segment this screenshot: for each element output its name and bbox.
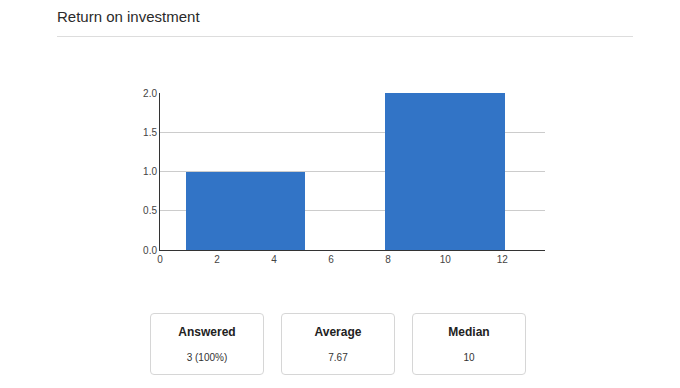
svg-text:0.5: 0.5 bbox=[143, 205, 157, 216]
svg-text:1.0: 1.0 bbox=[143, 166, 157, 177]
svg-text:6: 6 bbox=[328, 254, 334, 265]
html-text:10: 10 bbox=[463, 352, 475, 363]
svg-text:4: 4 bbox=[271, 254, 277, 265]
svg-text:12: 12 bbox=[497, 254, 509, 265]
html-text:3 (100%): 3 (100%) bbox=[186, 352, 228, 363]
html-text:7.67: 7.67 bbox=[328, 352, 348, 363]
svg-text:8: 8 bbox=[385, 254, 391, 265]
svg-text:10: 10 bbox=[440, 254, 452, 265]
svg-text:0.0: 0.0 bbox=[143, 245, 157, 256]
html-text:Median: Median bbox=[448, 325, 490, 339]
svg-text:0: 0 bbox=[157, 254, 163, 265]
svg-text:2: 2 bbox=[214, 254, 220, 265]
html-text:Average: Average bbox=[314, 325, 362, 339]
svg-text:2.0: 2.0 bbox=[143, 88, 157, 99]
html-text:Answered: Answered bbox=[178, 325, 236, 339]
svg-text:1.5: 1.5 bbox=[143, 127, 157, 138]
html-text:Return on investment: Return on investment bbox=[57, 8, 200, 25]
